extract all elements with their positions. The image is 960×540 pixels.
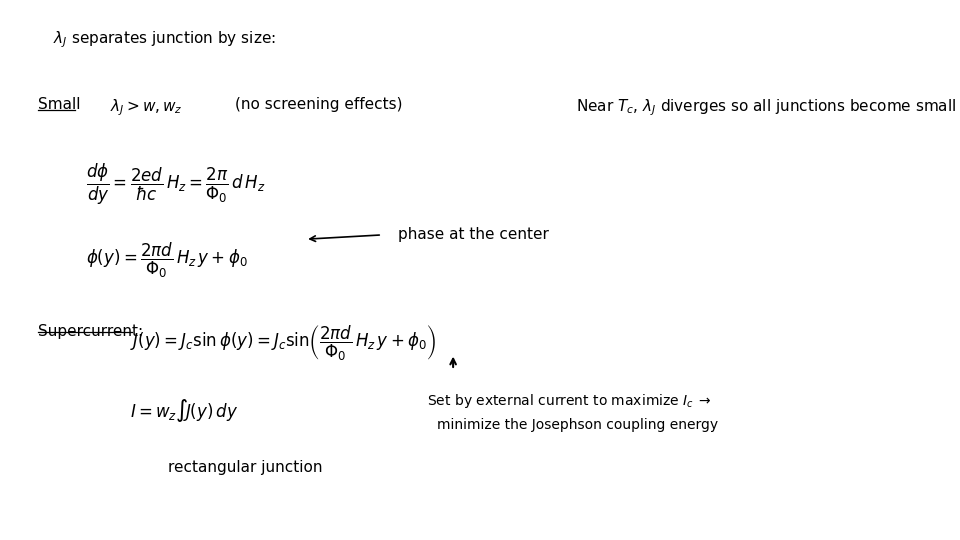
Text: Small: Small [38,97,81,112]
Text: Supercurrent:: Supercurrent: [38,324,144,339]
Text: phase at the center: phase at the center [398,227,549,242]
Text: $\dfrac{d\phi}{dy} = \dfrac{2ed}{\hbar c}\, H_z = \dfrac{2\pi}{\Phi_0}\, d\, H_z: $\dfrac{d\phi}{dy} = \dfrac{2ed}{\hbar c… [86,162,266,207]
Text: $\phi(y) = \dfrac{2\pi d}{\Phi_0}\, H_z\, y + \phi_0$: $\phi(y) = \dfrac{2\pi d}{\Phi_0}\, H_z\… [86,240,248,280]
Text: Near $T_c$, $\lambda_J$ diverges so all junctions become small: Near $T_c$, $\lambda_J$ diverges so all … [576,97,956,118]
Text: $J(y) = J_c \sin\phi(y) = J_c \sin\!\left(\dfrac{2\pi d}{\Phi_0}\, H_z\, y + \ph: $J(y) = J_c \sin\phi(y) = J_c \sin\!\lef… [130,324,436,363]
Text: $I = w_z \int\! J(y)\, dy$: $I = w_z \int\! J(y)\, dy$ [130,397,238,424]
Text: (no screening effects): (no screening effects) [235,97,402,112]
Text: rectangular junction: rectangular junction [168,460,323,475]
Text: $\lambda_J$ separates junction by size:: $\lambda_J$ separates junction by size: [53,30,276,50]
Text: $\lambda_J > w, w_z$: $\lambda_J > w, w_z$ [110,97,183,118]
Text: minimize the Josephson coupling energy: minimize the Josephson coupling energy [437,418,718,433]
Text: Set by external current to maximize $I_c \;\rightarrow$: Set by external current to maximize $I_c… [427,392,712,409]
